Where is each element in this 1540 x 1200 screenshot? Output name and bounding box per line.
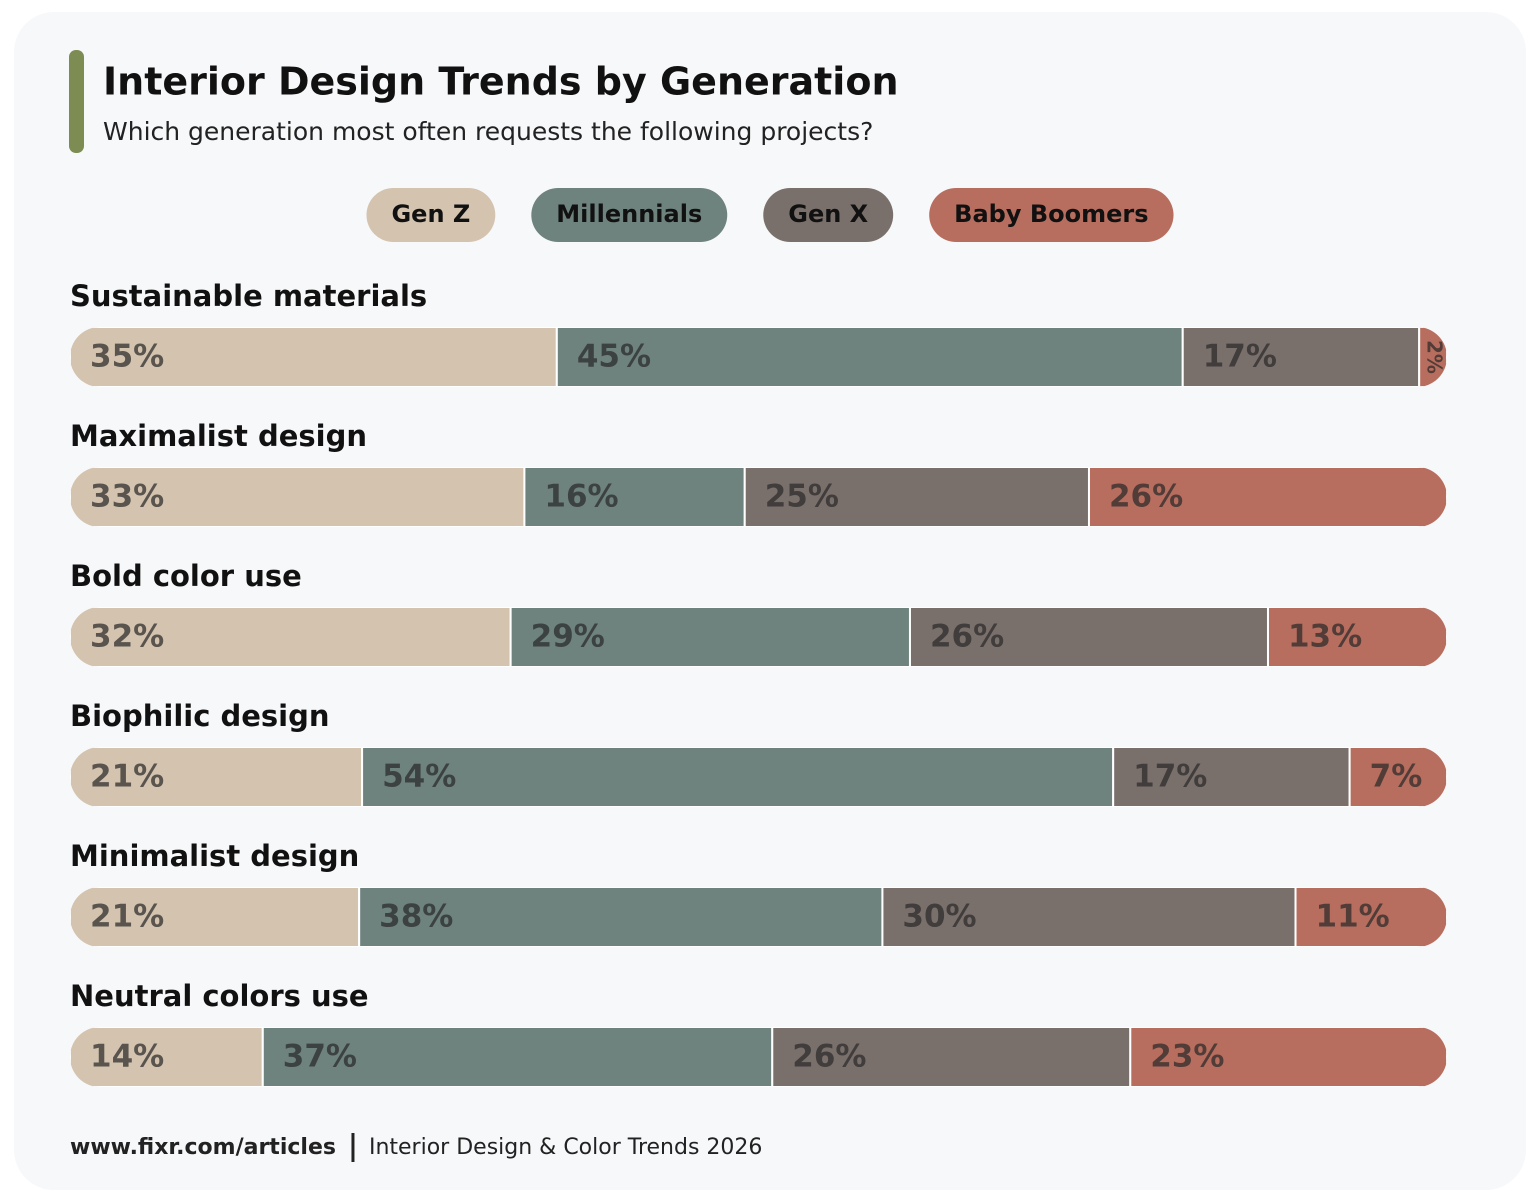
value-label: 37% (283, 1039, 357, 1075)
value-label: 38% (379, 899, 453, 935)
value-label: 11% (1316, 899, 1390, 935)
bar-row (70, 467, 1447, 527)
bar-segment (361, 747, 1115, 807)
bar-segment (70, 607, 512, 667)
bar-segment (771, 1027, 1132, 1087)
legend-swatch (763, 188, 894, 242)
value-label: 14% (90, 1039, 164, 1075)
category-label: Sustainable materials (70, 279, 427, 313)
value-label: 45% (577, 339, 651, 375)
legend-label: Gen X (788, 200, 868, 228)
bar-segment (1129, 1027, 1447, 1087)
category-label: Maximalist design (70, 419, 367, 453)
value-label: 13% (1288, 619, 1362, 655)
value-label: 33% (90, 479, 164, 515)
value-label: 17% (1133, 759, 1207, 795)
legend-swatch (531, 188, 728, 242)
value-label: 32% (90, 619, 164, 655)
value-label: 17% (1203, 339, 1277, 375)
category-label: Neutral colors use (70, 979, 369, 1013)
chart-subtitle: Which generation most often requests the… (103, 117, 873, 146)
value-label: 29% (531, 619, 605, 655)
bar-segment (1294, 887, 1447, 947)
value-label: 7% (1370, 759, 1423, 795)
bar-segment (1348, 747, 1447, 807)
bar-row (70, 607, 1447, 667)
legend-label: Millennials (556, 200, 702, 228)
value-label: 25% (765, 479, 839, 515)
value-label: 30% (902, 899, 976, 935)
value-label: 2% (1423, 340, 1447, 374)
bar-row (70, 1027, 1447, 1087)
bar-row (70, 887, 1447, 947)
value-label: 21% (90, 759, 164, 795)
bar-segment (881, 887, 1297, 947)
value-label: 23% (1150, 1039, 1224, 1075)
value-label: 26% (1109, 479, 1183, 515)
bar-segment (1266, 607, 1447, 667)
category-label: Minimalist design (70, 839, 359, 873)
category-label: Bold color use (70, 559, 302, 593)
legend-label: Gen Z (391, 200, 470, 228)
source-title: Interior Design & Color Trends 2026 (369, 1135, 762, 1160)
bar-segment (70, 327, 558, 387)
value-label: 26% (930, 619, 1004, 655)
value-label: 54% (382, 759, 456, 795)
source-url: www.fixr.com/articles (70, 1135, 336, 1160)
chart-title: Interior Design Trends by Generation (103, 60, 899, 104)
bar-segment (261, 1027, 774, 1087)
bar-row (70, 747, 1447, 807)
value-label: 21% (90, 899, 164, 935)
bar-segment (1087, 467, 1447, 527)
value-label: 16% (544, 479, 618, 515)
legend-swatch (366, 188, 496, 242)
title-accent (69, 50, 84, 153)
bar-row (70, 327, 1447, 387)
bar-segment (509, 607, 911, 667)
category-label: Biophilic design (70, 699, 330, 733)
card (14, 12, 1526, 1190)
legend-swatch (929, 188, 1174, 242)
bar-segment (555, 327, 1184, 387)
legend-label: Baby Boomers (954, 200, 1148, 228)
value-label: 35% (90, 339, 164, 375)
value-label: 26% (792, 1039, 866, 1075)
